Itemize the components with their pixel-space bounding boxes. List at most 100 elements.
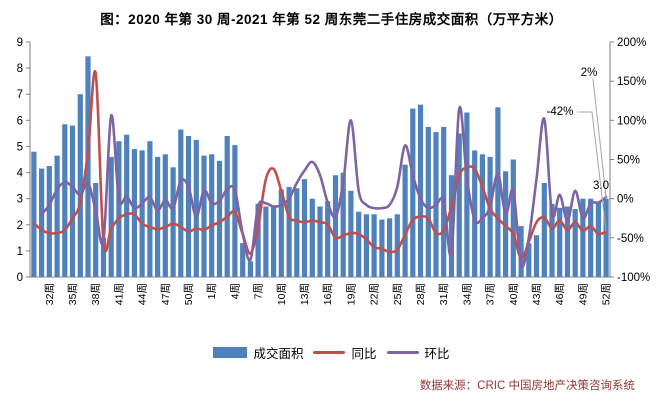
bar-week-46周[interactable] xyxy=(557,207,563,277)
bar-week-7周[interactable] xyxy=(255,203,261,277)
bar-week-21周[interactable] xyxy=(363,214,369,277)
bar-week-34周[interactable] xyxy=(464,112,470,278)
bar-week-15周[interactable] xyxy=(317,206,323,278)
x-axis-tick-label: 37周 xyxy=(485,283,497,305)
bar-week-51周[interactable] xyxy=(595,202,601,277)
bar-week-3周[interactable] xyxy=(224,136,230,277)
bar-week-8周[interactable] xyxy=(263,206,269,278)
bar-week-31周[interactable] xyxy=(39,168,45,277)
x-axis-tick-label: 49周 xyxy=(577,283,589,305)
bar-week-43周[interactable] xyxy=(533,235,540,277)
callout-leader-line xyxy=(578,111,607,232)
bar-week-46周[interactable] xyxy=(155,156,161,277)
bar-week-44周[interactable] xyxy=(541,183,547,277)
x-axis-tick-label: 43周 xyxy=(531,283,543,305)
bar-week-50周[interactable] xyxy=(185,136,192,277)
yoy-line-swatch-icon xyxy=(313,351,346,354)
bar-week-14周[interactable] xyxy=(309,198,315,277)
bar-week-39周[interactable] xyxy=(100,237,107,277)
callout-label: 2% xyxy=(581,67,598,79)
bar-week-6周[interactable] xyxy=(247,261,253,277)
bar-week-33周[interactable] xyxy=(456,133,462,277)
legend-item-area[interactable]: 成交面积 xyxy=(213,343,303,362)
bar-week-47周[interactable] xyxy=(564,206,571,278)
callout-label: -42% xyxy=(547,106,574,118)
bar-week-48周[interactable] xyxy=(572,209,578,277)
bar-week-32周[interactable] xyxy=(46,166,52,277)
chart-legend: 成交面积 同比 环比 xyxy=(0,343,663,362)
bar-week-9周[interactable] xyxy=(271,205,277,277)
bar-week-38周[interactable] xyxy=(93,183,99,277)
data-source-note: 数据来源：CRIC 中国房地产决策咨询系统 xyxy=(419,380,635,392)
x-axis-tick-label: 7周 xyxy=(253,283,265,299)
bar-swatch-icon xyxy=(213,347,248,358)
bar-week-25周[interactable] xyxy=(394,214,400,277)
bar-week-42周[interactable] xyxy=(124,134,130,277)
x-axis-tick-label: 38周 xyxy=(90,283,102,305)
bar-week-17周[interactable] xyxy=(332,175,339,277)
bar-week-44周[interactable] xyxy=(139,150,145,277)
bar-week-1周[interactable] xyxy=(209,154,215,277)
bar-week-11周[interactable] xyxy=(286,186,292,277)
bar-week-26周[interactable] xyxy=(402,164,408,277)
x-axis-tick-label: 13周 xyxy=(299,283,311,305)
legend-item-yoy[interactable]: 同比 xyxy=(313,343,377,362)
bar-week-49周[interactable] xyxy=(178,129,184,278)
bar-week-27周[interactable] xyxy=(410,108,416,277)
bar-week-41周[interactable] xyxy=(116,141,122,277)
left-axis-tick-label: 5 xyxy=(17,141,23,153)
bar-week-50周[interactable] xyxy=(588,198,594,277)
right-axis-tick-label: 150% xyxy=(617,76,646,88)
wow-line-swatch-icon xyxy=(386,351,419,354)
bar-week-36周[interactable] xyxy=(479,154,485,277)
bar-week-16周[interactable] xyxy=(325,201,331,277)
x-axis-tick-label: 10周 xyxy=(276,283,288,305)
bar-week-52周[interactable] xyxy=(201,155,207,277)
x-axis-tick-label: 25周 xyxy=(392,283,404,305)
left-axis-tick-label: 3 xyxy=(17,194,23,206)
bar-week-33周[interactable] xyxy=(54,155,60,277)
bar-week-49周[interactable] xyxy=(580,198,586,277)
x-axis-tick-label: 22周 xyxy=(369,283,381,305)
bar-week-5周[interactable] xyxy=(240,243,246,277)
bar-week-34周[interactable] xyxy=(62,124,68,277)
bar-week-12周[interactable] xyxy=(294,188,300,277)
bar-week-37周[interactable] xyxy=(487,156,493,277)
bar-week-39周[interactable] xyxy=(503,171,509,278)
right-axis-tick-label: 200% xyxy=(617,37,646,49)
bar-week-45周[interactable] xyxy=(147,141,153,277)
bar-week-29周[interactable] xyxy=(425,126,431,278)
bar-week-32周[interactable] xyxy=(448,175,455,277)
bar-week-42周[interactable] xyxy=(526,243,532,277)
bar-week-30周[interactable] xyxy=(31,151,37,277)
bar-week-51周[interactable] xyxy=(193,139,199,277)
bar-week-48周[interactable] xyxy=(170,167,176,277)
callout-leader-line xyxy=(592,78,607,198)
bar-week-40周[interactable] xyxy=(510,159,516,278)
bar-week-41周[interactable] xyxy=(518,226,524,277)
bar-week-36周[interactable] xyxy=(77,94,83,277)
x-axis-tick-label: 44周 xyxy=(137,283,149,305)
bar-week-35周[interactable] xyxy=(69,125,76,277)
bar-week-20周[interactable] xyxy=(356,211,362,277)
wow-line[interactable] xyxy=(40,105,608,269)
bar-week-28周[interactable] xyxy=(417,104,424,277)
bar-week-47周[interactable] xyxy=(162,154,168,277)
bar-week-2周[interactable] xyxy=(216,160,223,277)
bar-week-45周[interactable] xyxy=(549,203,555,277)
right-axis-tick-label: -100% xyxy=(617,272,650,284)
bar-week-35周[interactable] xyxy=(472,150,478,277)
bar-week-40周[interactable] xyxy=(108,156,114,277)
bar-week-37周[interactable] xyxy=(85,56,91,278)
yoy-line[interactable] xyxy=(32,69,608,260)
left-axis-tick-label: 2 xyxy=(17,220,23,232)
bar-week-13周[interactable] xyxy=(301,179,308,277)
legend-item-wow[interactable]: 环比 xyxy=(386,343,450,362)
x-axis-tick-label: 35周 xyxy=(67,283,79,305)
bar-week-18周[interactable] xyxy=(340,172,346,277)
bar-week-24周[interactable] xyxy=(387,218,393,278)
bar-week-10周[interactable] xyxy=(278,189,284,278)
bar-week-38周[interactable] xyxy=(495,107,501,277)
right-axis-tick-label: -50% xyxy=(617,233,644,245)
bar-week-52周[interactable] xyxy=(603,198,609,277)
